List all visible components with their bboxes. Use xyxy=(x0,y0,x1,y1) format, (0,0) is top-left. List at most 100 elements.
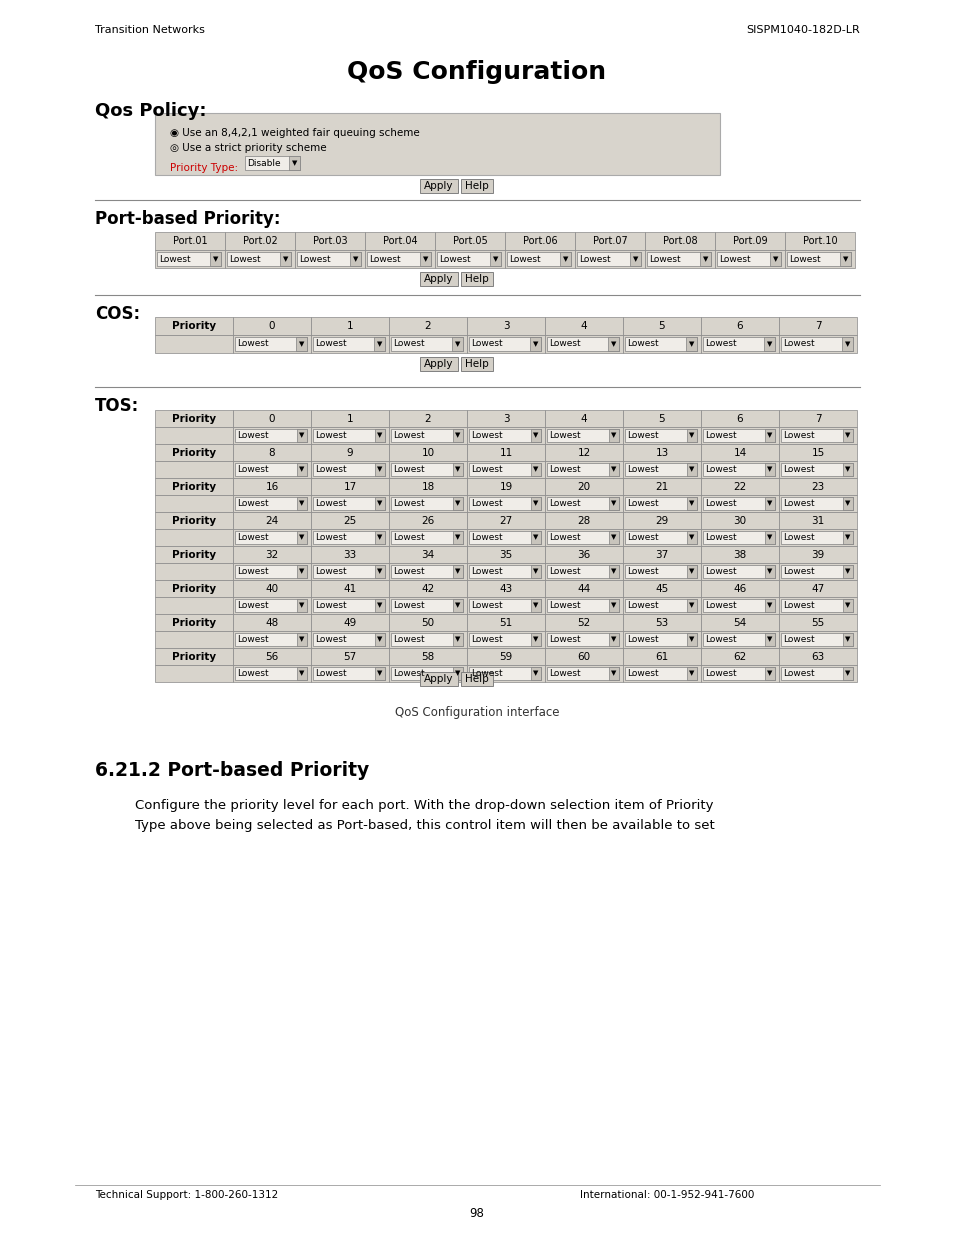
Text: Lowest: Lowest xyxy=(548,669,580,678)
Bar xyxy=(154,249,225,268)
Bar xyxy=(435,232,504,249)
Text: 24: 24 xyxy=(265,515,278,526)
Text: 41: 41 xyxy=(343,583,356,594)
Text: ▼: ▼ xyxy=(688,603,694,609)
Text: 4: 4 xyxy=(580,321,587,331)
Text: ▼: ▼ xyxy=(611,636,616,642)
Text: Lowest: Lowest xyxy=(471,635,502,643)
Bar xyxy=(233,563,311,580)
Bar xyxy=(467,580,544,597)
Bar xyxy=(530,429,540,442)
Text: Port.07: Port.07 xyxy=(592,236,627,246)
Bar xyxy=(575,249,644,268)
Text: ▼: ▼ xyxy=(533,671,537,677)
Bar xyxy=(389,580,467,597)
Bar xyxy=(467,513,544,529)
Text: Lowest: Lowest xyxy=(782,534,814,542)
Text: ▼: ▼ xyxy=(766,432,772,438)
Bar xyxy=(841,496,852,510)
Bar xyxy=(622,597,700,614)
Bar xyxy=(296,429,307,442)
Bar xyxy=(375,564,385,578)
Bar xyxy=(375,599,385,613)
Bar xyxy=(389,317,467,335)
Text: ▼: ▼ xyxy=(298,341,304,347)
Text: ▼: ▼ xyxy=(766,568,772,574)
Text: TOS:: TOS: xyxy=(95,396,139,415)
Bar xyxy=(624,531,697,543)
Bar xyxy=(779,631,856,648)
Bar xyxy=(769,252,781,266)
Bar xyxy=(154,614,233,631)
Text: Lowest: Lowest xyxy=(471,534,502,542)
Text: ▼: ▼ xyxy=(292,161,296,165)
Text: Lowest: Lowest xyxy=(314,635,346,643)
Bar xyxy=(469,634,540,646)
Bar xyxy=(629,252,640,266)
Bar xyxy=(375,634,385,646)
Text: Port.08: Port.08 xyxy=(662,236,697,246)
Bar xyxy=(546,667,618,680)
Text: 5: 5 xyxy=(658,414,664,424)
Text: 25: 25 xyxy=(343,515,356,526)
Text: 19: 19 xyxy=(498,482,512,492)
Text: Lowest: Lowest xyxy=(314,340,346,348)
Text: Priority: Priority xyxy=(172,583,215,594)
Bar xyxy=(504,249,575,268)
Text: ▼: ▼ xyxy=(299,671,304,677)
Text: Lowest: Lowest xyxy=(548,431,580,440)
Text: ▼: ▼ xyxy=(282,256,288,262)
Bar xyxy=(311,597,389,614)
Bar xyxy=(467,335,544,353)
Bar xyxy=(154,335,233,353)
Text: ▼: ▼ xyxy=(455,535,460,541)
Text: 39: 39 xyxy=(810,550,823,559)
Text: Priority: Priority xyxy=(172,618,215,627)
Bar xyxy=(544,410,622,427)
Bar xyxy=(311,427,389,445)
Text: Priority: Priority xyxy=(172,447,215,457)
Bar xyxy=(622,410,700,427)
Bar xyxy=(233,648,311,664)
Bar xyxy=(686,463,697,475)
Bar xyxy=(233,317,311,335)
Bar xyxy=(544,614,622,631)
Bar xyxy=(686,429,697,442)
Bar xyxy=(467,648,544,664)
Text: Lowest: Lowest xyxy=(229,254,260,263)
Text: ▼: ▼ xyxy=(611,671,616,677)
Text: 17: 17 xyxy=(343,482,356,492)
Bar xyxy=(700,445,779,461)
Text: ▼: ▼ xyxy=(844,603,849,609)
Text: 36: 36 xyxy=(577,550,590,559)
Text: ◉ Use an 8,4,2,1 weighted fair queuing scheme: ◉ Use an 8,4,2,1 weighted fair queuing s… xyxy=(170,128,419,138)
Text: 14: 14 xyxy=(733,447,746,457)
Text: ▼: ▼ xyxy=(844,467,849,473)
Bar xyxy=(544,317,622,335)
Text: Lowest: Lowest xyxy=(782,466,814,474)
Bar xyxy=(544,335,622,353)
Text: ▼: ▼ xyxy=(844,535,849,541)
Bar xyxy=(389,445,467,461)
Bar xyxy=(311,461,389,478)
Bar xyxy=(375,463,385,475)
Text: Apply: Apply xyxy=(424,674,454,684)
Bar xyxy=(544,427,622,445)
Text: QoS Configuration: QoS Configuration xyxy=(347,61,606,84)
Bar xyxy=(154,580,233,597)
Bar xyxy=(779,580,856,597)
Text: ▼: ▼ xyxy=(299,535,304,541)
Text: Lowest: Lowest xyxy=(626,431,658,440)
Bar xyxy=(763,667,774,680)
Bar xyxy=(296,564,307,578)
Text: ▼: ▼ xyxy=(533,568,537,574)
Text: ▼: ▼ xyxy=(299,636,304,642)
Bar xyxy=(469,599,540,613)
Bar xyxy=(233,335,311,353)
Text: Lowest: Lowest xyxy=(509,254,540,263)
Bar xyxy=(452,337,462,351)
Text: ▼: ▼ xyxy=(844,671,849,677)
Text: Lowest: Lowest xyxy=(471,669,502,678)
Text: ▼: ▼ xyxy=(533,500,537,506)
Text: 0: 0 xyxy=(269,414,275,424)
